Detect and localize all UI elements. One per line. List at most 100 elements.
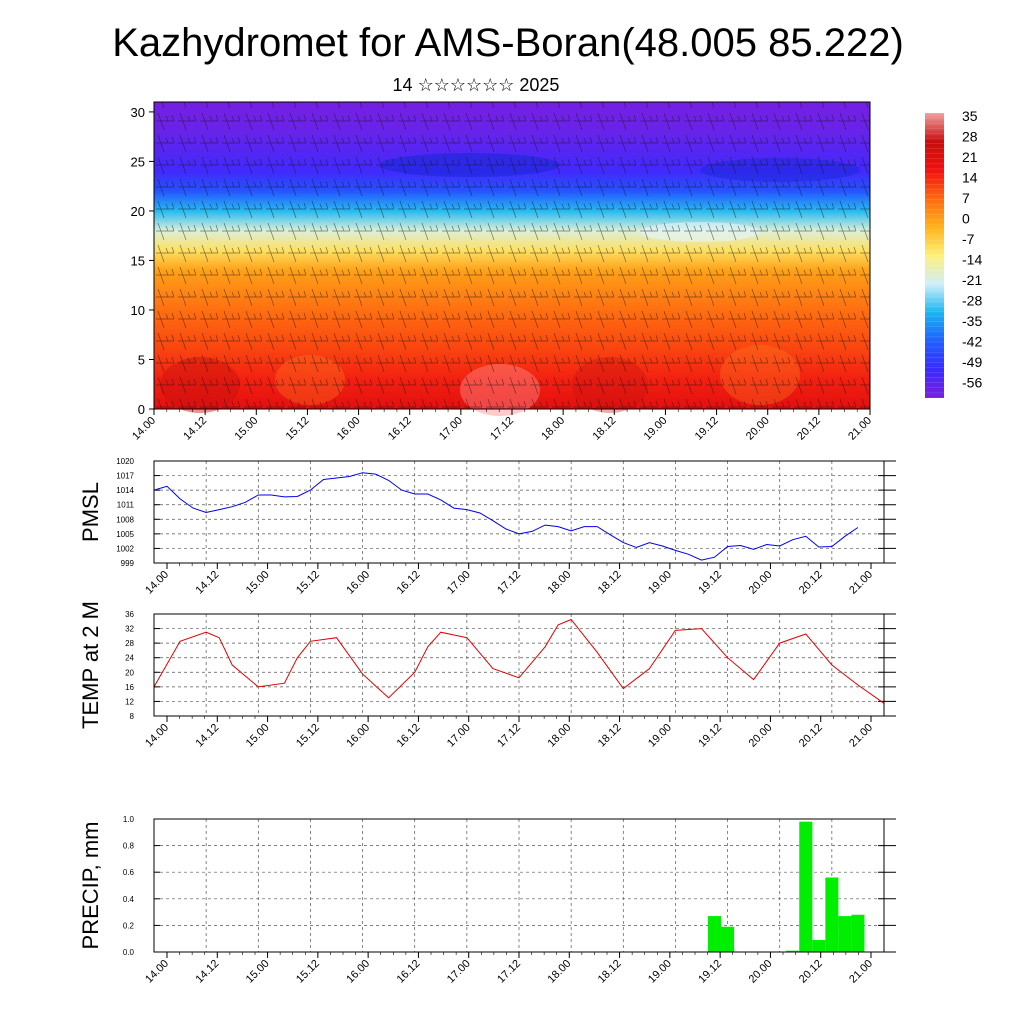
- heatmap-x-tick-label: 16.12: [386, 415, 414, 443]
- colorbar-tick-label: 28: [962, 129, 978, 145]
- colorbar-tick-label: -21: [962, 272, 982, 288]
- precip-panel: 0.0 0.2 0.4 0.6 0.8 1.0 PRECIP, mm 14.00 14.12 15…: [78, 815, 896, 986]
- colorbar-tick-label: 0: [962, 211, 970, 227]
- pmsl-y-tick-label: 1011: [117, 501, 135, 510]
- pmsl-y-tick-label: 1020: [116, 457, 134, 466]
- pmsl-x-tick-label: 20.12: [797, 569, 825, 597]
- temp-y-tick-label: 28: [125, 639, 134, 648]
- pmsl-y-tick-label: 999: [121, 559, 135, 568]
- temp-y-tick-label: 32: [125, 625, 134, 634]
- pmsl-x-tick-label: 14.00: [143, 569, 171, 597]
- pmsl-y-tick-label: 1008: [116, 515, 134, 524]
- heatmap-x-tick-label: 14.12: [181, 415, 209, 443]
- precip-x-tick-label: 16.12: [395, 958, 423, 986]
- heatmap-y-tick-label: 10: [131, 303, 145, 318]
- precip-x-tick-label: 19.12: [696, 958, 724, 986]
- temp-x-tick-label: 20.00: [747, 722, 775, 750]
- temp-series-line: [153, 618, 885, 704]
- precip-y-tick-label: 1.0: [123, 815, 135, 824]
- pmsl-series-line: [153, 472, 859, 561]
- temp-2m-panel: 8 12 16 20 24 28 32 36 TEMP at 2 M 14.00 14.12 15.0…: [78, 601, 896, 750]
- pmsl-x-tick-label: 18.12: [596, 569, 624, 597]
- heatmap-x-tick-label: 18.00: [539, 415, 567, 443]
- heatmap-y-tick-label: 5: [138, 352, 145, 367]
- temp-x-tick-label: 20.12: [797, 722, 825, 750]
- heatmap-x-tick-label: 20.12: [795, 415, 823, 443]
- pmsl-x-tick-label: 14.12: [193, 569, 221, 597]
- pmsl-y-tick-label: 1002: [116, 544, 134, 553]
- heatmap-x-tick-label: 20.00: [744, 415, 772, 443]
- heatmap-x-tick-label: 14.00: [130, 415, 158, 443]
- colorbar-tick-label: -28: [962, 293, 982, 309]
- precip-bar: [708, 916, 722, 952]
- pmsl-y-tick-label: 1014: [116, 486, 134, 495]
- temp-y-tick-label: 8: [130, 712, 135, 721]
- pmsl-x-tick-label: 21.00: [847, 569, 875, 597]
- temperature-colorbar: 35 28 21 14 7 0 -7 -14 -21 -28 -35 -42 -49 -56: [925, 108, 982, 399]
- colorbar-tick-label: 14: [962, 170, 978, 186]
- heatmap-x-tick-label: 18.12: [590, 415, 618, 443]
- temp-x-tick-label: 17.12: [495, 722, 523, 750]
- temp-y-tick-label: 20: [125, 668, 134, 677]
- heatmap-x-tick-label: 17.12: [488, 415, 516, 443]
- temp-x-tick-label: 15.00: [244, 722, 272, 750]
- pmsl-x-tick-label: 18.00: [545, 569, 573, 597]
- temp-x-tick-label: 14.12: [193, 722, 221, 750]
- precip-bar: [851, 914, 865, 952]
- precip-x-tick-label: 15.00: [244, 958, 272, 986]
- colorbar-tick-label: -35: [962, 313, 982, 329]
- temp-x-tick-label: 18.12: [596, 722, 624, 750]
- colorbar-tick-label: 7: [962, 190, 970, 206]
- chart-subtitle: 14 ☆☆☆☆☆☆ 2025: [393, 75, 560, 95]
- pmsl-x-tick-label: 15.12: [294, 569, 322, 597]
- temp-x-tick-label: 21.00: [847, 722, 875, 750]
- precip-x-tick-label: 19.00: [646, 958, 674, 986]
- colorbar-tick-label: -14: [962, 252, 982, 268]
- precip-x-tick-label: 14.12: [193, 958, 221, 986]
- precip-bar: [825, 877, 839, 952]
- heatmap-y-tick-label: 0: [138, 402, 145, 417]
- colorbar-tick-label: 21: [962, 149, 978, 165]
- heatmap-y-tick-label: 15: [131, 253, 145, 268]
- precip-x-tick-label: 18.00: [545, 958, 573, 986]
- precip-y-tick-label: 0.6: [123, 868, 135, 877]
- temperature-wind-cross-section: 0 5 10 15 20 25 30 14.00 14.12 15.00 15.12 16.00 16.…: [130, 101, 874, 443]
- temp-y-tick-label: 24: [125, 654, 134, 663]
- pmsl-y-axis-label: PMSL: [78, 482, 103, 542]
- pmsl-y-tick-label: 1017: [116, 472, 134, 481]
- pmsl-x-tick-label: 16.12: [395, 569, 423, 597]
- precip-bar: [812, 940, 826, 952]
- precip-x-tick-label: 21.00: [847, 958, 875, 986]
- temp-x-tick-label: 16.12: [395, 722, 423, 750]
- temp-y-tick-label: 36: [125, 610, 134, 619]
- heatmap-x-tick-label: 15.00: [232, 415, 260, 443]
- precip-bar: [838, 916, 852, 952]
- precip-y-axis-label: PRECIP, mm: [78, 822, 103, 950]
- temp-x-tick-label: 19.00: [646, 722, 674, 750]
- precip-y-tick-label: 0.8: [123, 842, 135, 851]
- precip-y-tick-label: 0.0: [123, 948, 135, 957]
- precip-x-tick-label: 17.00: [445, 958, 473, 986]
- pmsl-x-tick-label: 20.00: [747, 569, 775, 597]
- temp-x-tick-label: 17.00: [445, 722, 473, 750]
- heatmap-y-tick-label: 25: [131, 154, 145, 169]
- precip-x-tick-label: 15.12: [294, 958, 322, 986]
- heatmap-x-tick-label: 19.12: [693, 415, 721, 443]
- colorbar-gradient-bar: [925, 113, 944, 398]
- pmsl-x-tick-label: 17.00: [445, 569, 473, 597]
- temp-x-tick-label: 19.12: [696, 722, 724, 750]
- pmsl-x-tick-label: 15.00: [244, 569, 272, 597]
- pmsl-x-tick-label: 19.00: [646, 569, 674, 597]
- temp-x-tick-label: 18.00: [545, 722, 573, 750]
- precip-bar: [721, 926, 735, 952]
- precip-x-tick-label: 20.00: [747, 958, 775, 986]
- pmsl-x-tick-label: 19.12: [696, 569, 724, 597]
- heatmap-y-tick-label: 20: [131, 204, 145, 219]
- pmsl-x-tick-label: 17.12: [495, 569, 523, 597]
- chart-title: Kazhydromet for AMS-Boran(48.005 85.222): [112, 21, 904, 65]
- wind-barbs: [154, 102, 870, 409]
- heatmap-x-tick-label: 21.00: [846, 415, 874, 443]
- temp-y-axis-label: TEMP at 2 M: [78, 601, 103, 729]
- temp-x-tick-label: 16.00: [344, 722, 372, 750]
